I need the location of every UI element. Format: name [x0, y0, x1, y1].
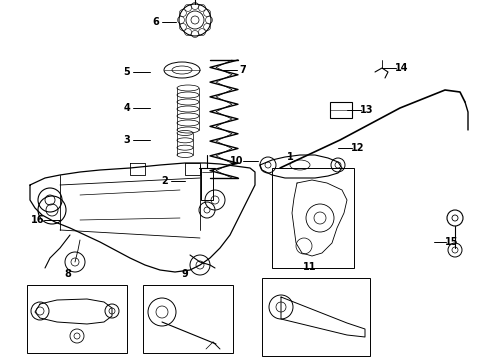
Text: 3: 3 — [123, 135, 130, 145]
Bar — [330, 102, 352, 118]
Bar — [143, 285, 233, 353]
Bar — [27, 285, 127, 353]
Bar — [272, 168, 354, 268]
Text: 2: 2 — [162, 176, 169, 186]
Text: 15: 15 — [445, 237, 459, 247]
Text: 11: 11 — [303, 262, 317, 272]
Text: 9: 9 — [182, 269, 188, 279]
Text: 8: 8 — [65, 269, 72, 279]
Text: 1: 1 — [287, 152, 294, 162]
Text: 16: 16 — [31, 215, 45, 225]
Text: 5: 5 — [123, 67, 130, 77]
Bar — [262, 278, 370, 356]
Text: 13: 13 — [360, 105, 374, 115]
Text: 7: 7 — [240, 65, 246, 75]
Text: 6: 6 — [152, 17, 159, 27]
Text: 14: 14 — [395, 63, 409, 73]
Text: 10: 10 — [230, 156, 244, 166]
Text: 12: 12 — [351, 143, 365, 153]
Text: 4: 4 — [123, 103, 130, 113]
